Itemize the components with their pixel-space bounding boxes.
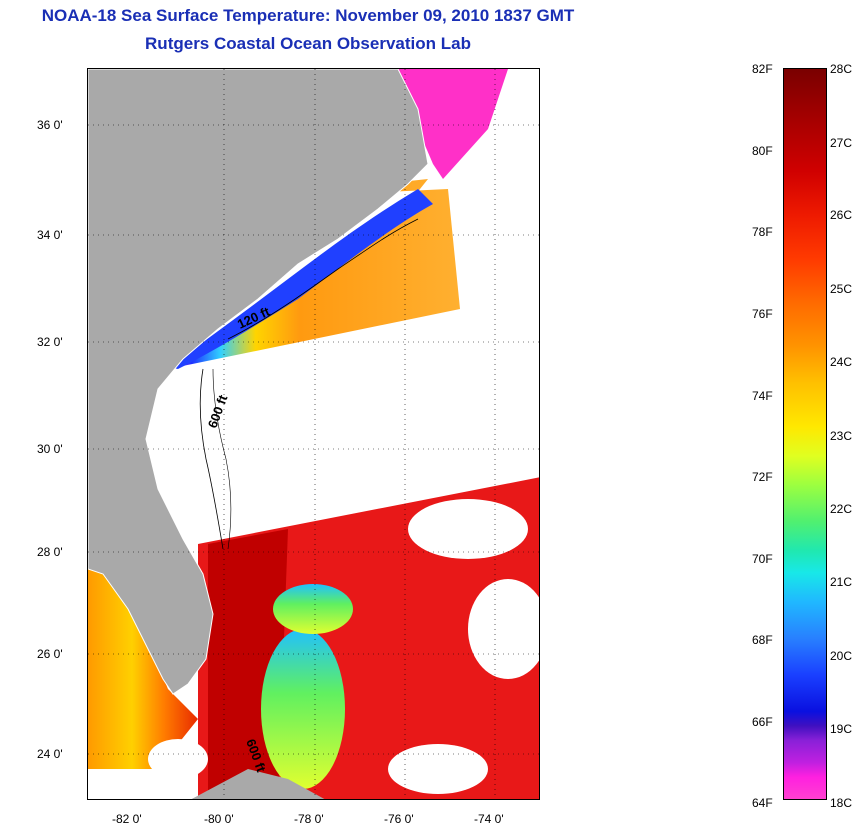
- graticule: [88, 69, 539, 799]
- colorbar-c-26: 26C: [830, 208, 853, 222]
- colorbar-c-19: 19C: [830, 722, 853, 736]
- sst-map-canvas: 120 ft 600 ft 600 ft: [88, 69, 539, 799]
- contour-600ft-outer: [212, 368, 232, 550]
- colorbar-f-66: 66F: [752, 715, 773, 729]
- colorbar-f-82: 82F: [752, 62, 773, 76]
- colorbar-c-25: 25C: [830, 282, 853, 296]
- lat-tick-36: 36 0': [37, 118, 63, 132]
- colorbar-f-80: 80F: [752, 144, 773, 158]
- colorbar-f-76: 76F: [752, 307, 773, 321]
- colorbar-c-24: 24C: [830, 355, 853, 369]
- lat-tick-28: 28 0': [37, 545, 63, 559]
- colorbar-f-68: 68F: [752, 633, 773, 647]
- lon-tick-80: -80 0': [204, 812, 234, 826]
- contour-600ft: [199, 368, 224, 550]
- colorbar-c-21: 21C: [830, 575, 853, 589]
- colorbar-c-28: 28C: [830, 62, 853, 76]
- colorbar-f-64: 64F: [752, 796, 773, 810]
- nearshore-cold-band: [168, 189, 433, 369]
- sst-map: 120 ft 600 ft 600 ft: [87, 68, 540, 800]
- lon-tick-74: -74 0': [474, 812, 504, 826]
- temperature-colorbar: [783, 68, 827, 800]
- colorbar-f-74: 74F: [752, 389, 773, 403]
- colorbar-c-20: 20C: [830, 649, 853, 663]
- cold-water-northeast: [398, 69, 508, 179]
- colorbar-f-70: 70F: [752, 552, 773, 566]
- land-mass: [88, 69, 429, 695]
- colorbar-c-18: 18C: [830, 796, 853, 810]
- colorbar-f-78: 78F: [752, 225, 773, 239]
- contour-120ft: [227, 218, 419, 340]
- lat-tick-30: 30 0': [37, 442, 63, 456]
- lon-tick-76: -76 0': [384, 812, 414, 826]
- lat-tick-34: 34 0': [37, 228, 63, 242]
- map-subtitle: Rutgers Coastal Ocean Observation Lab: [145, 34, 471, 53]
- cloud-patch: [388, 744, 488, 794]
- lon-tick-78: -78 0': [294, 812, 324, 826]
- lon-tick-82: -82 0': [112, 812, 142, 826]
- cloud-patch: [408, 499, 528, 559]
- cuba-land: [191, 769, 325, 799]
- colorbar-c-22: 22C: [830, 502, 853, 516]
- lat-tick-24: 24 0': [37, 747, 63, 761]
- lat-tick-32: 32 0': [37, 335, 63, 349]
- gulf-of-mexico: [88, 569, 198, 769]
- map-title: NOAA-18 Sea Surface Temperature: Novembe…: [41, 6, 575, 25]
- little-bahama-bank: [273, 584, 353, 634]
- colorbar-c-27: 27C: [830, 136, 853, 150]
- colorbar-c-23: 23C: [830, 429, 853, 443]
- great-bahama-bank: [261, 629, 345, 789]
- cloud-patch: [148, 739, 208, 779]
- colorbar-f-72: 72F: [752, 470, 773, 484]
- cloud-patch: [468, 579, 539, 679]
- lat-tick-26: 26 0': [37, 647, 63, 661]
- north-swath: [168, 179, 460, 369]
